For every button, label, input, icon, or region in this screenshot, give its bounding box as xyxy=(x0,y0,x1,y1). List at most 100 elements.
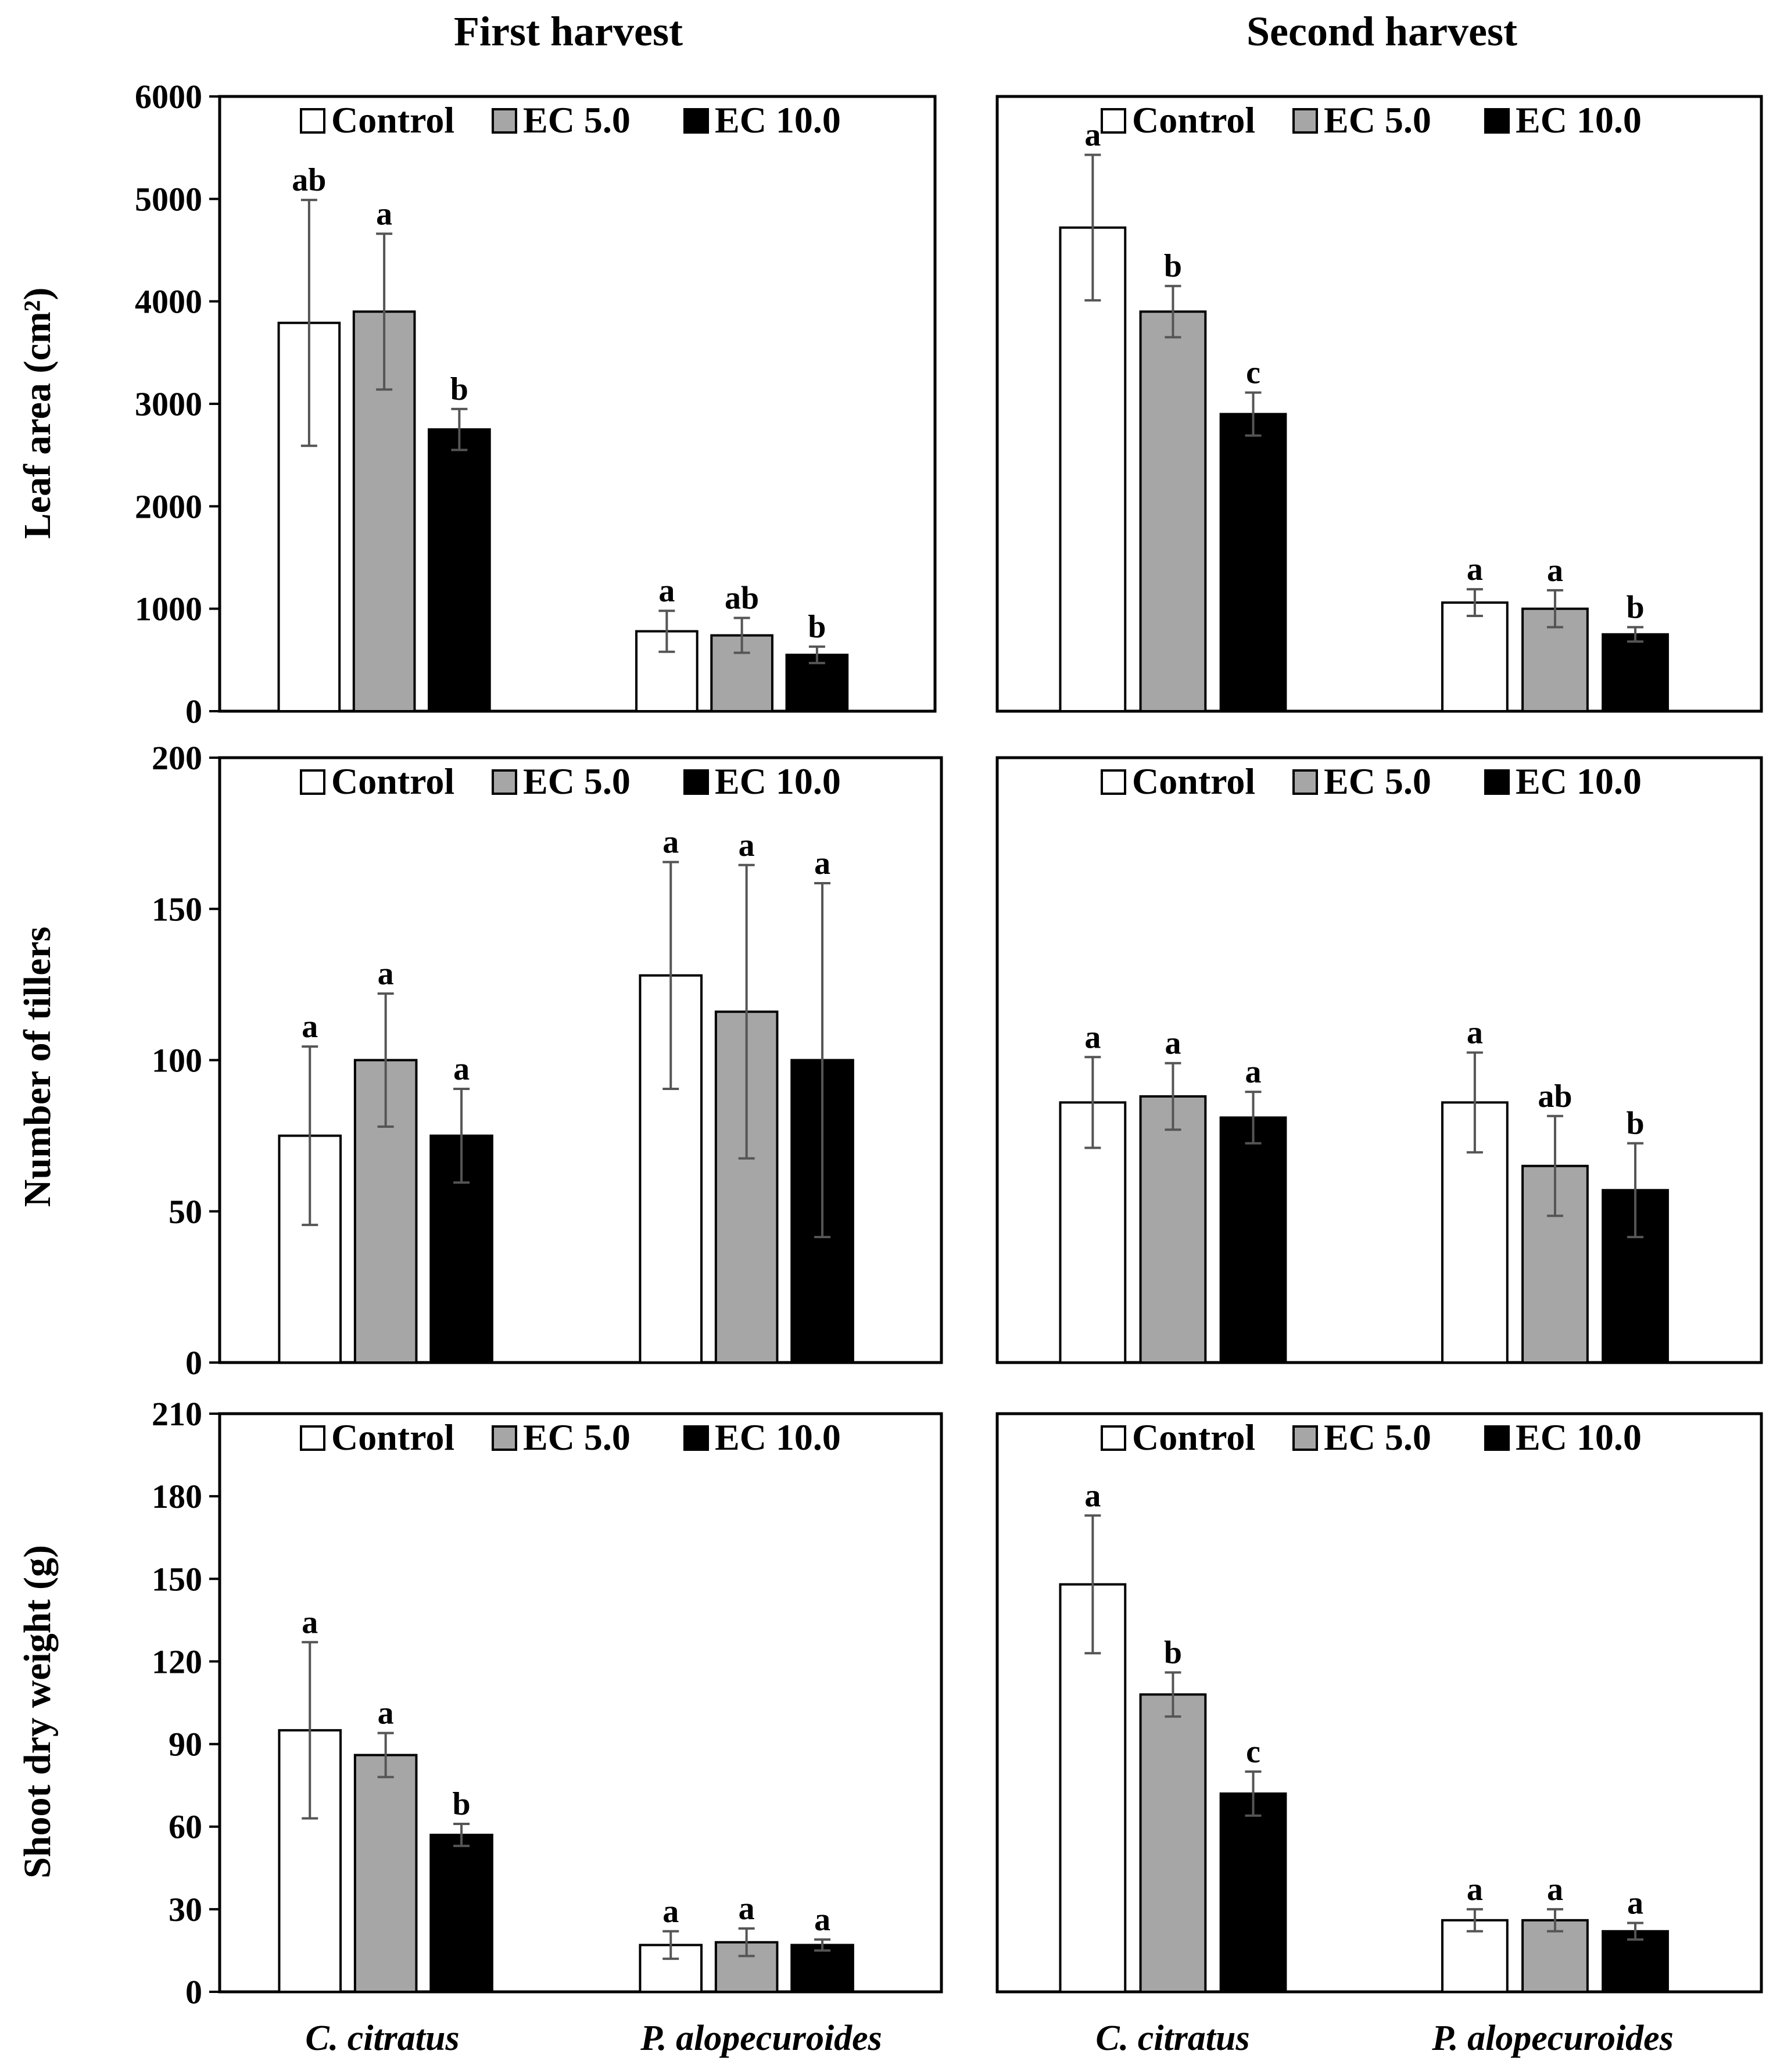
y-tick-label: 150 xyxy=(152,890,202,928)
bar-3-group-2 xyxy=(1602,1930,1669,1994)
y-tick-label: 150 xyxy=(152,1560,202,1598)
significance-letter: b xyxy=(1626,589,1644,625)
plot-frame xyxy=(218,1412,943,1994)
y-tick-label: 90 xyxy=(169,1726,202,1763)
plot-frame xyxy=(995,756,1763,1364)
significance-letter: ab xyxy=(725,580,759,616)
legend-label-2: EC 5.0 xyxy=(523,99,631,141)
legend-swatch-2 xyxy=(1292,108,1318,134)
legend-label-2: EC 5.0 xyxy=(1324,1417,1431,1458)
bar-3-group-2 xyxy=(1602,633,1669,712)
bar-1-group-2 xyxy=(1441,601,1509,712)
bar-2-group-1 xyxy=(1139,1693,1207,1993)
y-axis-label: Shoot dry weight (g) xyxy=(16,1545,59,1879)
legend-swatch-1 xyxy=(1101,769,1126,795)
bar-1-group-2 xyxy=(639,974,703,1364)
legend-label-1: Control xyxy=(331,1417,454,1458)
bar-3-group-1 xyxy=(1219,1792,1287,1994)
legend-swatch-1 xyxy=(1101,1425,1126,1451)
legend-swatch-3 xyxy=(683,1425,709,1451)
x-category-p-alopecuroides-second: P. alopecuroides xyxy=(1431,2019,1674,2058)
chart-panels: 0 1000 2000 3000 4000 5000 6000 Leaf area (cm²)… xyxy=(16,78,1763,2011)
y-tick-label: 6000 xyxy=(135,78,202,116)
significance-letter: a xyxy=(662,1894,679,1930)
x-category-p-alopecuroides-first: P. alopecuroides xyxy=(640,2019,882,2058)
significance-letter: a xyxy=(739,1891,755,1927)
chart-panel-3: 0 50 100 150 200 Number of tillers Control EC 5… xyxy=(16,739,943,1382)
bar-2-group-1 xyxy=(353,1754,418,1994)
significance-letter: b xyxy=(452,1786,470,1822)
significance-letter: a xyxy=(376,196,392,232)
y-tick-label: 2000 xyxy=(135,487,202,525)
significance-letter: a xyxy=(1467,1872,1483,1908)
significance-letter: a xyxy=(1245,1054,1262,1090)
significance-letter: a xyxy=(739,827,755,863)
significance-letter: b xyxy=(808,609,826,645)
y-tick-label: 200 xyxy=(152,739,202,777)
legend-swatch-3 xyxy=(683,108,709,134)
y-tick-label: 120 xyxy=(152,1643,202,1680)
bar-3-group-1 xyxy=(1219,413,1287,713)
significance-letter: b xyxy=(1164,1634,1182,1670)
chart-panel-6: Control EC 5.0 EC 10.0 a b c a a a xyxy=(995,1412,1763,1994)
significance-letter: a xyxy=(1467,551,1483,587)
significance-letter: c xyxy=(1246,355,1260,391)
significance-letter: a xyxy=(1084,117,1101,153)
legend-label-3: EC 10.0 xyxy=(715,761,841,802)
legend-label-3: EC 10.0 xyxy=(1516,761,1642,802)
y-tick-label: 180 xyxy=(152,1478,202,1515)
significance-letter: a xyxy=(1165,1026,1181,1062)
y-tick-label: 5000 xyxy=(135,180,202,218)
significance-letter: b xyxy=(450,371,468,407)
column-title-first-harvest: First harvest xyxy=(454,8,683,55)
y-tick-label: 210 xyxy=(152,1395,202,1433)
y-tick-label: 1000 xyxy=(135,590,202,628)
y-tick-label: 60 xyxy=(169,1808,202,1846)
legend-swatch-1 xyxy=(300,108,325,134)
chart-panel-4: Control EC 5.0 EC 10.0 a a a a ab b xyxy=(995,756,1763,1364)
significance-letter: a xyxy=(1467,1015,1483,1051)
legend-swatch-2 xyxy=(1292,1425,1318,1451)
significance-letter: a xyxy=(662,825,679,861)
significance-letter: a xyxy=(1547,1872,1563,1908)
legend-swatch-2 xyxy=(492,108,517,134)
significance-letter: a xyxy=(1084,1478,1101,1514)
legend-label-3: EC 10.0 xyxy=(715,1417,841,1458)
legend-swatch-1 xyxy=(1101,108,1126,134)
legend-swatch-2 xyxy=(492,1425,517,1451)
bar-3-group-2 xyxy=(790,1944,854,1994)
legend-label-2: EC 5.0 xyxy=(523,761,631,802)
chart-panel-1: 0 1000 2000 3000 4000 5000 6000 Leaf area (cm²)… xyxy=(16,78,937,730)
y-tick-label: 4000 xyxy=(135,283,202,321)
legend-label-2: EC 5.0 xyxy=(1324,99,1431,141)
significance-letter: b xyxy=(1164,248,1182,284)
significance-letter: a xyxy=(378,1695,394,1732)
bar-3-group-1 xyxy=(429,1833,493,1993)
significance-letter: b xyxy=(1626,1106,1644,1142)
y-tick-label: 30 xyxy=(169,1891,202,1928)
significance-letter: a xyxy=(302,1009,318,1045)
y-tick-label: 3000 xyxy=(135,385,202,423)
x-category-c-citratus-second: C. citratus xyxy=(1095,2019,1249,2058)
significance-letter: a xyxy=(453,1051,470,1087)
bar-1-group-1 xyxy=(1059,226,1127,712)
bar-3-group-1 xyxy=(1219,1116,1287,1364)
significance-letter: a xyxy=(302,1604,318,1640)
legend-swatch-1 xyxy=(300,769,325,795)
significance-letter: a xyxy=(1627,1885,1643,1922)
legend-swatch-3 xyxy=(1484,769,1510,795)
legend-label-2: EC 5.0 xyxy=(1324,761,1431,802)
y-axis-label: Number of tillers xyxy=(16,927,59,1207)
x-category-c-citratus-first: C. citratus xyxy=(305,2019,459,2058)
column-title-second-harvest: Second harvest xyxy=(1247,8,1517,55)
chart-panel-2: Control EC 5.0 EC 10.0 a b c a a b xyxy=(995,95,1763,713)
significance-letter: a xyxy=(814,845,830,881)
legend-label-3: EC 10.0 xyxy=(1516,1417,1642,1458)
y-tick-label: 0 xyxy=(185,693,202,730)
bar-2-group-1 xyxy=(1139,310,1207,712)
legend-label-1: Control xyxy=(1132,99,1255,141)
legend-swatch-1 xyxy=(300,1425,325,1451)
legend-label-3: EC 10.0 xyxy=(715,99,841,141)
y-axis-label: Leaf area (cm²) xyxy=(16,288,59,539)
significance-letter: a xyxy=(378,956,394,992)
